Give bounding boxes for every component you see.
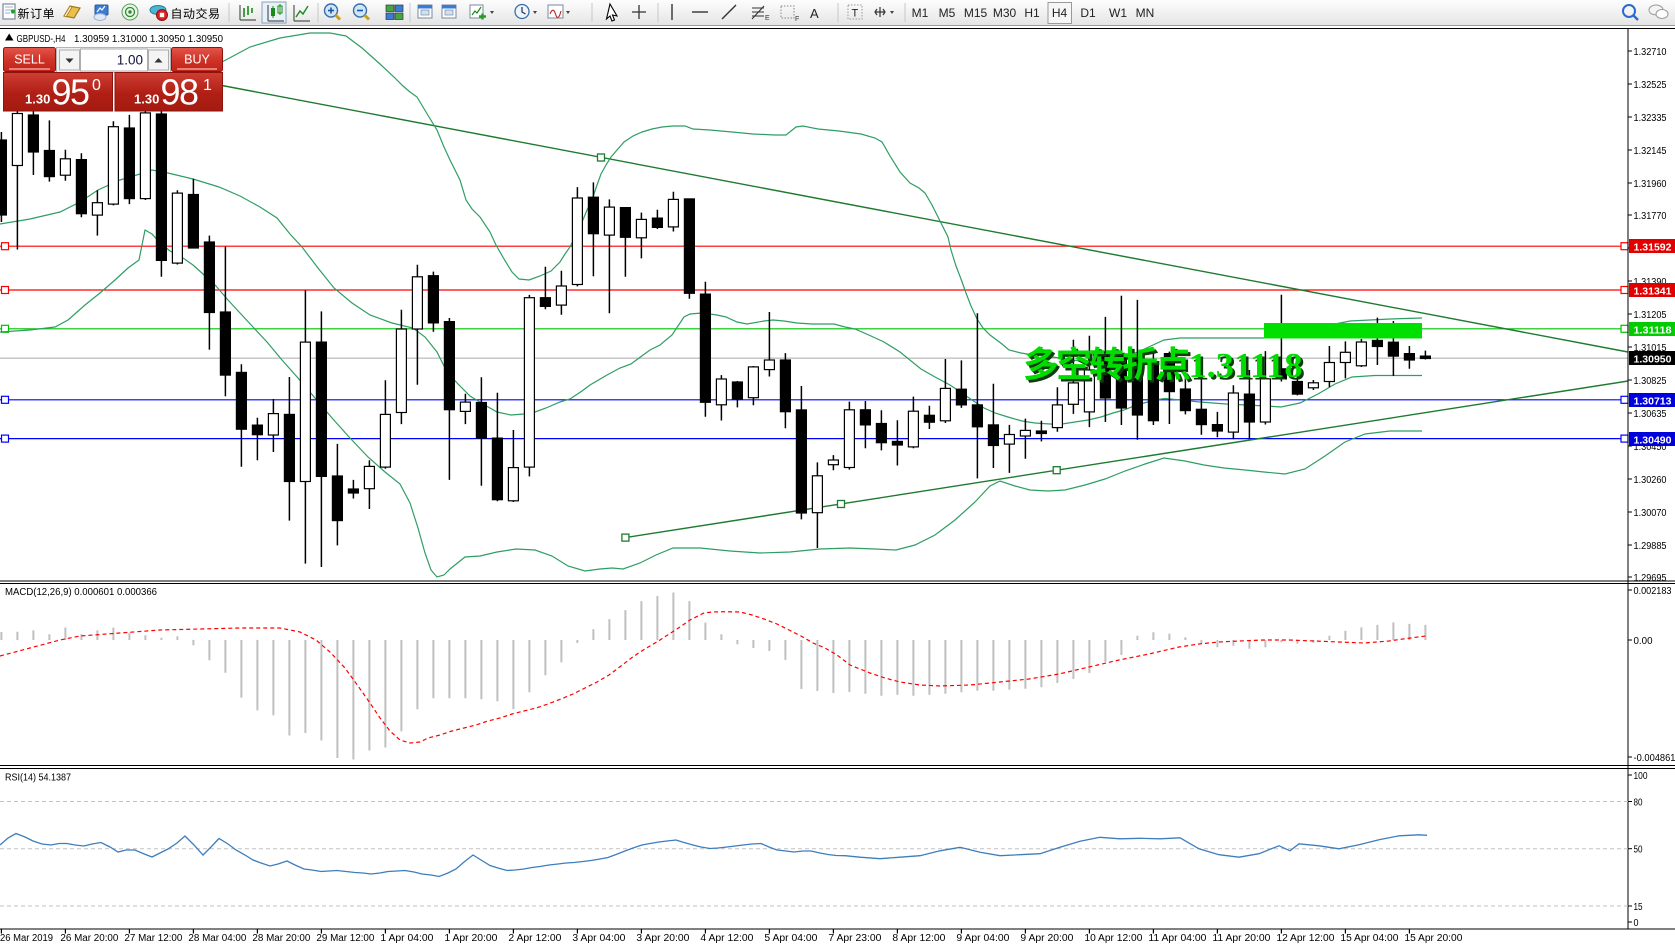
svg-text:8 Apr 12:00: 8 Apr 12:00	[892, 933, 945, 944]
svg-text:1.32710: 1.32710	[1634, 47, 1667, 58]
svg-text:F: F	[795, 16, 799, 23]
svg-text:GBPUSD-,H4: GBPUSD-,H4	[17, 33, 66, 45]
svg-text:1.30825: 1.30825	[1634, 376, 1667, 387]
svg-text:1.32145: 1.32145	[1634, 146, 1667, 157]
svg-text:1.31341: 1.31341	[1634, 285, 1672, 297]
svg-text:M5: M5	[939, 6, 956, 20]
svg-text:1.31015: 1.31015	[1634, 343, 1667, 354]
svg-text:3 Apr 04:00: 3 Apr 04:00	[572, 933, 625, 944]
svg-text:27 Mar 12:00: 27 Mar 12:00	[124, 933, 182, 944]
svg-text:1.30713: 1.30713	[1634, 395, 1672, 407]
svg-text:28 Mar 20:00: 28 Mar 20:00	[252, 933, 310, 944]
svg-text:1.31960: 1.31960	[1634, 179, 1667, 190]
svg-text:1.32335: 1.32335	[1634, 113, 1667, 124]
svg-text:0.002183: 0.002183	[1634, 586, 1672, 597]
svg-text:9 Apr 20:00: 9 Apr 20:00	[1020, 933, 1073, 944]
svg-text:1.00: 1.00	[117, 53, 143, 68]
svg-text:98: 98	[161, 72, 199, 113]
svg-text:1 Apr 04:00: 1 Apr 04:00	[380, 933, 433, 944]
svg-text:1.30950: 1.30950	[1634, 353, 1672, 365]
svg-text:H1: H1	[1024, 6, 1040, 20]
svg-text:1.30260: 1.30260	[1634, 475, 1667, 486]
svg-text:4 Apr 12:00: 4 Apr 12:00	[700, 933, 753, 944]
svg-text:RSI(14) 54.1387: RSI(14) 54.1387	[5, 773, 71, 784]
svg-text:-0.004861: -0.004861	[1634, 753, 1675, 764]
svg-text:1.30490: 1.30490	[1634, 434, 1672, 446]
svg-text:1.31118: 1.31118	[1191, 349, 1305, 388]
svg-text:0: 0	[92, 77, 101, 94]
svg-text:12 Apr 12:00: 12 Apr 12:00	[1276, 933, 1334, 944]
svg-text:T: T	[852, 8, 859, 20]
svg-text:15 Apr 04:00: 15 Apr 04:00	[1340, 933, 1398, 944]
svg-text:D1: D1	[1080, 6, 1096, 20]
svg-text:0.00: 0.00	[1634, 636, 1653, 647]
svg-text:M1: M1	[912, 6, 929, 20]
svg-text:15: 15	[1634, 902, 1643, 913]
svg-text:M30: M30	[993, 6, 1017, 20]
svg-text:26 Mar 2019: 26 Mar 2019	[0, 933, 53, 944]
svg-text:95: 95	[52, 72, 90, 113]
svg-text:15 Apr 20:00: 15 Apr 20:00	[1404, 933, 1462, 944]
svg-text:1.30635: 1.30635	[1634, 409, 1667, 420]
svg-text:100: 100	[1634, 771, 1648, 782]
svg-text:1: 1	[203, 77, 212, 94]
svg-text:1.30: 1.30	[25, 92, 50, 107]
svg-text:2 Apr 12:00: 2 Apr 12:00	[508, 933, 561, 944]
svg-text:28 Mar 04:00: 28 Mar 04:00	[188, 933, 246, 944]
svg-text:50: 50	[1634, 845, 1643, 856]
svg-text:BUY: BUY	[184, 53, 210, 67]
svg-text:11 Apr 04:00: 11 Apr 04:00	[1148, 933, 1206, 944]
svg-text:1.31118: 1.31118	[1189, 346, 1303, 385]
svg-text:A: A	[810, 6, 819, 21]
svg-text:1.30070: 1.30070	[1634, 508, 1667, 519]
svg-text:1.30450: 1.30450	[1634, 442, 1667, 453]
svg-text:1.30959 1.31000 1.30950 1.3095: 1.30959 1.31000 1.30950 1.30950	[74, 33, 223, 45]
svg-text:1 Apr 20:00: 1 Apr 20:00	[444, 933, 497, 944]
svg-text:5 Apr 04:00: 5 Apr 04:00	[764, 933, 817, 944]
svg-text:1.32525: 1.32525	[1634, 80, 1667, 91]
svg-text:E: E	[765, 15, 770, 22]
svg-text:10 Apr 12:00: 10 Apr 12:00	[1084, 933, 1142, 944]
svg-text:0: 0	[1634, 918, 1639, 929]
svg-text:11 Apr 20:00: 11 Apr 20:00	[1212, 933, 1270, 944]
svg-text:1.29885: 1.29885	[1634, 541, 1667, 552]
svg-text:29 Mar 12:00: 29 Mar 12:00	[316, 933, 374, 944]
svg-text:MN: MN	[1136, 6, 1155, 20]
svg-text:1.30: 1.30	[134, 92, 159, 107]
svg-text:1.31770: 1.31770	[1634, 211, 1667, 222]
svg-text:9 Apr 04:00: 9 Apr 04:00	[956, 933, 1009, 944]
svg-text:W1: W1	[1109, 6, 1127, 20]
svg-text:1.31118: 1.31118	[1634, 324, 1672, 336]
svg-text:H4: H4	[1052, 6, 1068, 20]
svg-text:MACD(12,26,9) 0.000601 0.00036: MACD(12,26,9) 0.000601 0.000366	[5, 587, 157, 598]
svg-text:26 Mar 20:00: 26 Mar 20:00	[60, 933, 118, 944]
svg-text:SELL: SELL	[14, 53, 45, 67]
svg-text:1.31205: 1.31205	[1634, 310, 1667, 321]
svg-text:1.31592: 1.31592	[1634, 241, 1672, 253]
svg-text:M15: M15	[964, 6, 988, 20]
svg-text:7 Apr 23:00: 7 Apr 23:00	[828, 933, 881, 944]
svg-text:80: 80	[1634, 797, 1643, 808]
svg-text:1.31390: 1.31390	[1634, 277, 1667, 288]
svg-text:3 Apr 20:00: 3 Apr 20:00	[636, 933, 689, 944]
svg-text:1.29695: 1.29695	[1634, 573, 1667, 584]
